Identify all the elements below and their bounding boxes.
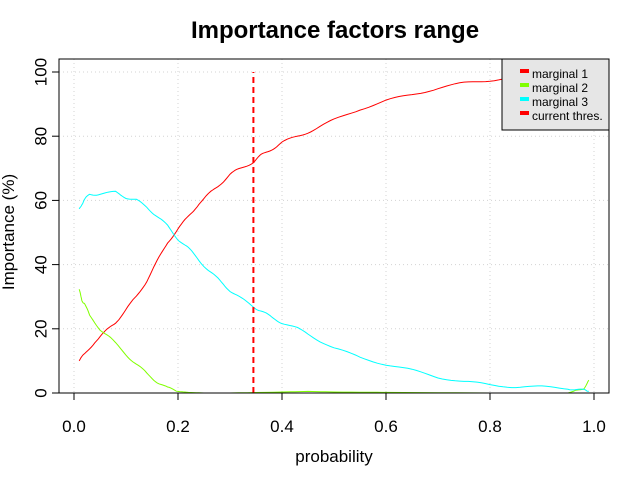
legend-box <box>501 58 610 131</box>
y-tick-label: 0 <box>31 388 50 397</box>
legend-swatch <box>520 111 529 115</box>
y-tick-label: 60 <box>31 191 50 210</box>
x-tick-label: 0.8 <box>478 417 502 436</box>
legend-label: marginal 1 <box>532 67 588 81</box>
y-tick-label: 40 <box>31 255 50 274</box>
x-tick-label: 0.4 <box>270 417 294 436</box>
y-tick-label: 100 <box>31 58 50 86</box>
y-tick-label: 80 <box>31 127 50 146</box>
legend-swatch <box>520 83 529 87</box>
series-line-marginal-1 <box>78 70 589 362</box>
y-axis-label: Importance (%) <box>0 174 18 290</box>
series-line-marginal-3 <box>78 190 589 392</box>
legend-swatch <box>520 69 529 73</box>
x-axis-label: probability <box>295 447 373 466</box>
y-axis: 0 20 40 60 80 100 <box>31 58 59 398</box>
plot-frame <box>58 58 610 394</box>
x-tick-label: 1.0 <box>582 417 606 436</box>
legend-swatch <box>520 97 529 101</box>
legend-label: marginal 2 <box>532 81 588 95</box>
x-tick-label: 0.0 <box>62 417 86 436</box>
x-axis: 0.0 0.2 0.4 0.6 0.8 1.0 <box>62 393 606 436</box>
x-tick-label: 0.2 <box>166 417 190 436</box>
legend-label: current thres. <box>532 109 603 123</box>
legend-label: marginal 3 <box>532 95 588 109</box>
series-lines <box>78 70 590 394</box>
chart-title: Importance factors range <box>191 17 479 44</box>
y-tick-label: 20 <box>31 319 50 338</box>
x-tick-label: 0.6 <box>374 417 398 436</box>
